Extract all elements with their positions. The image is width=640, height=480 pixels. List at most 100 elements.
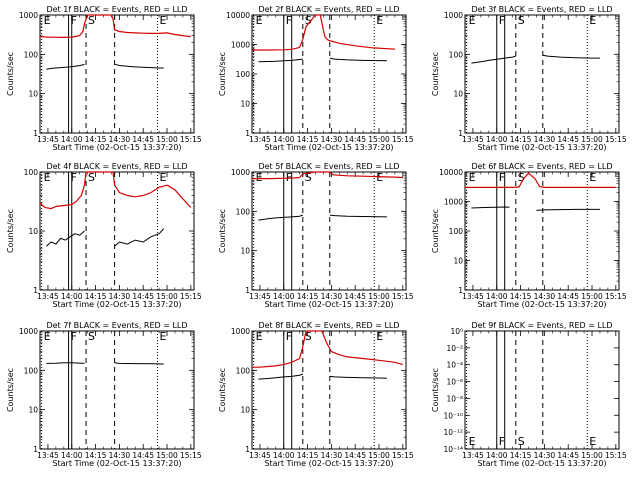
x-tick-label: 15:00 — [156, 135, 178, 144]
series-events-segment-1 — [329, 214, 387, 218]
x-tick-label: 14:45 — [344, 135, 366, 144]
y-tick-label: 10⁻² — [446, 344, 463, 353]
plot-frame — [251, 171, 407, 291]
y-tick-label: 10⁻¹⁴ — [443, 445, 463, 454]
y-tick-label: 100 — [24, 50, 39, 59]
x-tick-label: 14:45 — [132, 292, 154, 301]
series-events-segment-0 — [46, 64, 85, 70]
y-tick-label: 1 — [245, 445, 250, 454]
marker-label: E — [44, 171, 51, 184]
series-events-segment-1 — [114, 362, 164, 365]
marker-label: F — [499, 171, 505, 184]
x-tick-label: 13:45 — [249, 135, 271, 144]
x-tick-label: 13:45 — [37, 135, 59, 144]
panel-title: Det 4f BLACK = Events, RED = LLD — [46, 162, 187, 171]
x-tick-label: 14:45 — [557, 451, 579, 460]
x-tick-label: 14:45 — [132, 451, 154, 460]
series-events-segment-0 — [471, 55, 516, 64]
series-lld-segment-0 — [39, 14, 191, 39]
x-tick-label: 14:15 — [297, 451, 319, 460]
x-tick-label: 14:00 — [486, 292, 508, 301]
x-tick-label: 14:15 — [510, 292, 532, 301]
series-events-segment-0 — [46, 362, 85, 364]
y-tick-label: 10 — [28, 406, 38, 415]
marker-label: S — [305, 14, 312, 27]
x-tick-label: 14:30 — [321, 451, 343, 460]
x-axis-label: Start Time (02-Oct-15 13:37:20) — [477, 300, 606, 309]
x-tick-label: 14:30 — [321, 292, 343, 301]
x-tick-label: 15:00 — [368, 135, 390, 144]
panel-det-5: Det 5f BLACK = Events, RED = LLD 1 10 100 10… — [218, 162, 414, 309]
y-tick-label: 10 — [240, 406, 250, 415]
series-events-segment-0 — [258, 214, 303, 221]
y-tick-label: 10 — [453, 90, 463, 99]
x-tick-label: 13:45 — [37, 292, 59, 301]
y-axis-label: Counts/sec — [431, 52, 440, 96]
marker-label: E — [589, 14, 596, 27]
marker-label: S — [518, 435, 525, 448]
plot-frame — [39, 330, 195, 450]
panel-det-1: Det 1f BLACK = Events, RED = LLD 1 10 100 10… — [6, 5, 202, 152]
x-tick-label: 15:15 — [392, 292, 414, 301]
series-events-segment-0 — [258, 373, 303, 380]
panel-title: Det 7f BLACK = Events, RED = LLD — [46, 321, 187, 330]
marker-label: E — [376, 14, 383, 27]
x-tick-label: 15:15 — [605, 451, 627, 460]
y-tick-label: 100 — [236, 207, 251, 216]
y-tick-label: 1000 — [444, 198, 463, 207]
x-tick-label: 14:45 — [344, 292, 366, 301]
marker-label: E — [256, 330, 263, 343]
y-tick-label: 1000 — [231, 41, 250, 50]
x-tick-label: 14:45 — [557, 135, 579, 144]
x-tick-label: 13:45 — [462, 135, 484, 144]
x-axis-label: Start Time (02-Oct-15 13:37:20) — [477, 459, 606, 468]
x-tick-label: 15:00 — [581, 292, 603, 301]
y-tick-label: 10 — [28, 90, 38, 99]
x-tick-label: 15:00 — [581, 451, 603, 460]
x-axis-label: Start Time (02-Oct-15 13:37:20) — [264, 459, 393, 468]
series-events-segment-0 — [471, 206, 510, 209]
x-tick-label: 13:45 — [37, 451, 59, 460]
x-tick-label: 14:15 — [297, 135, 319, 144]
y-tick-label: 100 — [449, 50, 464, 59]
x-tick-label: 14:00 — [61, 451, 83, 460]
panel-title: Det 3f BLACK = Events, RED = LLD — [471, 5, 612, 14]
marker-label: F — [71, 330, 77, 343]
y-tick-label: 10 — [28, 227, 38, 236]
series-events-segment-1 — [114, 63, 164, 69]
series-events-segment-0 — [258, 58, 303, 63]
plot-frame — [39, 14, 195, 134]
x-tick-label: 14:30 — [109, 451, 131, 460]
marker-label: E — [44, 330, 51, 343]
series-lld-segment-0 — [252, 14, 395, 51]
series-events-segment-1 — [542, 54, 600, 59]
marker-label: F — [499, 14, 505, 27]
marker-label: F — [286, 14, 292, 27]
y-tick-label: 1000 — [231, 168, 250, 177]
plot-frame — [251, 330, 407, 450]
x-axis-label: Start Time (02-Oct-15 13:37:20) — [52, 459, 181, 468]
marker-label: F — [286, 330, 292, 343]
y-axis-label: Counts/sec — [218, 209, 227, 253]
y-tick-label: 100 — [24, 366, 39, 375]
y-tick-label: 10⁻⁸ — [446, 394, 463, 403]
marker-label: E — [589, 171, 596, 184]
x-tick-label: 15:15 — [392, 451, 414, 460]
marker-label: E — [159, 171, 166, 184]
marker-label: E — [159, 14, 166, 27]
marker-label: E — [44, 14, 51, 27]
x-tick-label: 15:15 — [180, 292, 202, 301]
y-tick-label: 1000 — [231, 327, 250, 336]
marker-label: S — [88, 330, 95, 343]
x-tick-label: 14:00 — [273, 451, 295, 460]
plot-frame — [464, 171, 620, 291]
x-tick-label: 14:00 — [486, 135, 508, 144]
marker-label: E — [159, 330, 166, 343]
x-tick-label: 13:45 — [462, 451, 484, 460]
y-tick-label: 10 — [240, 247, 250, 256]
marker-label: F — [71, 171, 77, 184]
x-tick-label: 14:30 — [109, 135, 131, 144]
marker-label: S — [88, 14, 95, 27]
marker-label: E — [376, 171, 383, 184]
